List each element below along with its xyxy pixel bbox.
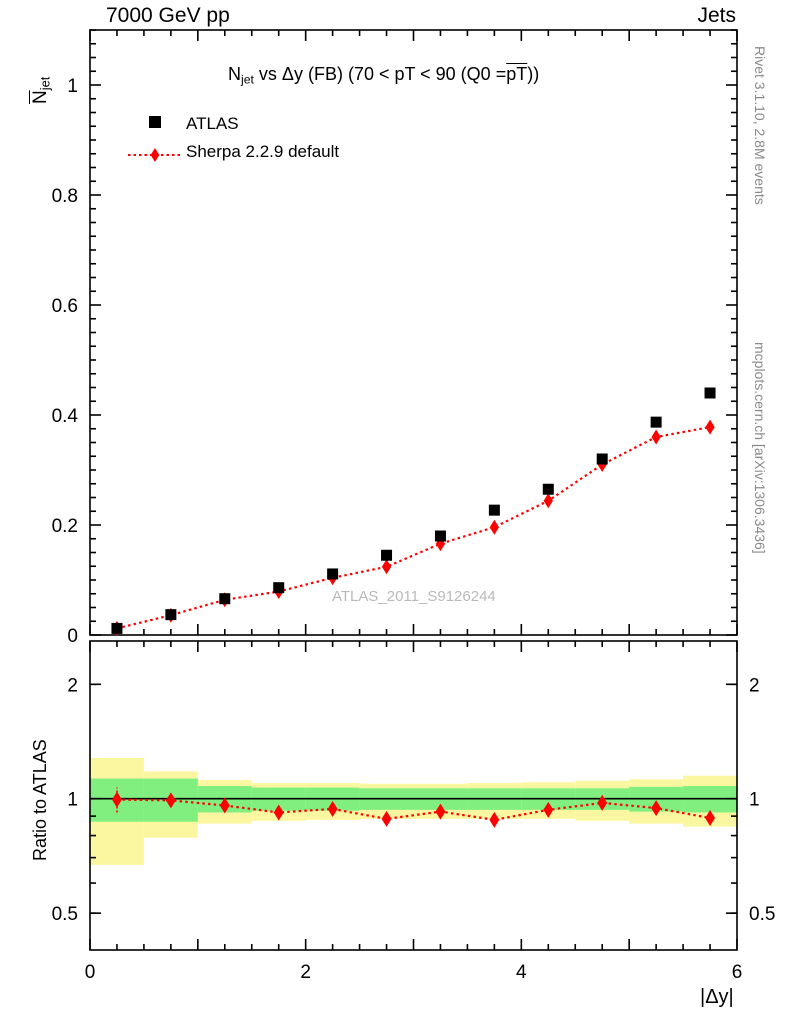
atlas-data-point: [650, 416, 662, 428]
ratio-data-point: [597, 794, 608, 811]
header-left: 7000 GeV pp: [106, 4, 230, 27]
atlas-series-main: [111, 387, 716, 634]
title-end: )): [527, 64, 540, 84]
x-tick-label: 6: [732, 962, 743, 983]
atlas-data-point: [381, 549, 393, 561]
ratio-data-point: [381, 810, 392, 827]
main-plot-title: Njet vs Δy (FB) (70 < pT < 90 (Q0 =pT)): [228, 64, 539, 86]
mc-data-point: [543, 493, 553, 509]
ratio-data-point: [651, 800, 662, 817]
legend-marker-square: [149, 116, 161, 128]
ratio-series: [111, 787, 716, 828]
analysis-watermark: ATLAS_2011_S9126244: [332, 588, 496, 605]
main-panel-frame: [89, 29, 738, 636]
atlas-data-point: [111, 622, 123, 634]
atlas-data-point: [219, 593, 231, 605]
ratio-data-point: [543, 801, 554, 818]
main-y-tick-label: 0.6: [52, 296, 78, 317]
atlas-data-point: [542, 483, 554, 495]
ratio-connecting-line: [116, 798, 711, 821]
ratio-uncertainty-bands: [90, 757, 737, 865]
ratio-y-tick-label-right: 2: [749, 675, 760, 696]
ratio-data-point: [111, 791, 122, 808]
main-y-tick-label: 0.8: [52, 186, 78, 207]
atlas-data-point: [704, 387, 716, 399]
ratio-y-tick-label: 0.5: [52, 904, 78, 925]
mc-data-point: [705, 419, 715, 435]
mc-data-point: [489, 519, 500, 535]
ratio-y-tick-label-right: 0.5: [749, 904, 775, 925]
main-y-tick-label: 1: [67, 76, 78, 97]
main-y-tick-label: 0.4: [52, 406, 79, 427]
ratio-data-point: [327, 800, 338, 817]
mc-connecting-line: [116, 426, 711, 630]
atlas-data-point: [273, 582, 285, 594]
atlas-data-point: [165, 609, 177, 621]
mc-data-point: [651, 429, 661, 445]
title-ovl: pT: [506, 64, 528, 84]
ratio-y-tick-label-right: 1: [749, 790, 760, 811]
legend-label-atlas: ATLAS: [186, 114, 239, 133]
ratio-data-point: [219, 797, 230, 814]
header-right: Jets: [697, 4, 736, 27]
mc-data-point: [381, 559, 392, 575]
ratio-data-point: [273, 804, 284, 821]
x-tick-label: 2: [300, 962, 311, 983]
main-y-tick-label: 0.2: [52, 516, 78, 537]
x-tick-label: 4: [516, 962, 527, 983]
atlas-data-point: [488, 504, 500, 516]
atlas-data-point: [596, 453, 608, 465]
title-sub: jet: [241, 72, 254, 87]
ratio-y-tick-label: 1: [67, 790, 78, 811]
title-mid: vs Δy (FB) (70 < pT < 90 (Q0 =: [253, 64, 507, 84]
legend-label-sherpa: Sherpa 2.2.9 default: [186, 142, 340, 161]
title-n: N: [228, 64, 241, 84]
atlas-data-point: [434, 530, 446, 542]
ratio-data-point: [435, 803, 446, 820]
ratio-data-point: [489, 811, 500, 828]
ratio-y-tick-label: 2: [67, 675, 78, 696]
x-axis-label: |Δy|: [700, 986, 734, 1008]
x-tick-label: 0: [85, 962, 96, 983]
atlas-data-point: [327, 568, 339, 580]
legend-marker-diamond: [150, 148, 160, 162]
main-y-tick-label: 0: [67, 626, 78, 647]
ratio-data-point: [165, 792, 176, 809]
ratio-data-point: [705, 809, 716, 826]
